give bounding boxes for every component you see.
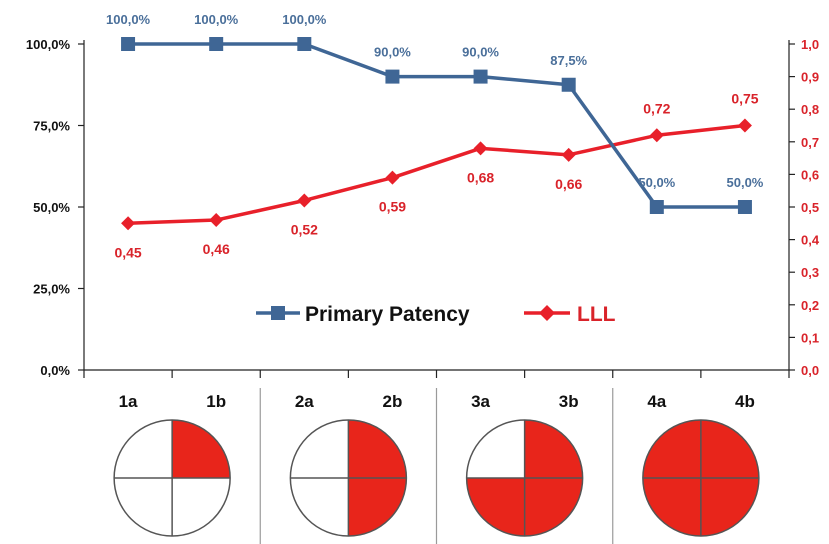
primary-patency-point xyxy=(561,77,576,92)
right-tick-label: 1,0 xyxy=(801,37,819,52)
legend-primary-patency-marker xyxy=(271,306,285,320)
primary-patency-data-label: 100,0% xyxy=(106,12,151,27)
x-tick-label: 2b xyxy=(383,392,403,411)
right-tick-label: 0,9 xyxy=(801,70,819,85)
quadrant-diagram-2 xyxy=(289,419,408,537)
right-tick-label: 0,0 xyxy=(801,363,819,378)
quadrant-filled xyxy=(700,420,759,478)
primary-patency-data-label: 50,0% xyxy=(727,175,764,190)
lll-point xyxy=(561,147,576,162)
left-tick-label: 100,0% xyxy=(26,37,71,52)
quadrant-filled xyxy=(642,420,701,478)
lll-point xyxy=(473,141,488,156)
quadrant-filled xyxy=(524,478,583,536)
primary-patency-data-label: 87,5% xyxy=(550,53,587,68)
quadrant-diagram-1 xyxy=(113,419,231,537)
lll-data-label: 0,46 xyxy=(203,241,230,257)
x-tick-label: 3a xyxy=(471,392,490,411)
quadrant-diagram-3 xyxy=(465,419,584,537)
x-tick-label: 2a xyxy=(295,392,314,411)
primary-patency-point xyxy=(209,37,224,51)
right-tick-label: 0,6 xyxy=(801,167,819,182)
primary-patency-point xyxy=(121,37,136,51)
lll-point xyxy=(209,213,224,228)
lll-data-label: 0,68 xyxy=(467,169,494,185)
lll-point xyxy=(121,216,136,231)
primary-patency-point xyxy=(473,69,488,84)
lll-data-label: 0,66 xyxy=(555,176,582,192)
left-tick-label: 0,0% xyxy=(40,363,70,378)
primary-patency-series-line xyxy=(128,42,745,209)
right-tick-label: 0,3 xyxy=(801,265,819,280)
primary-patency-data-label: 100,0% xyxy=(282,12,327,27)
right-tick-label: 0,1 xyxy=(801,330,819,345)
quadrant-filled xyxy=(348,420,407,478)
quadrant-diagram-4 xyxy=(642,419,760,537)
left-tick-label: 25,0% xyxy=(33,282,70,297)
quadrant-filled xyxy=(172,420,231,478)
left-tick-label: 50,0% xyxy=(33,200,70,215)
x-tick-label: 3b xyxy=(559,392,579,411)
x-tick-label: 1a xyxy=(119,392,138,411)
quadrant-filled xyxy=(524,420,583,478)
lll-point xyxy=(649,128,664,143)
lll-data-label: 0,52 xyxy=(291,221,318,237)
quadrant-filled xyxy=(700,478,759,536)
legend-primary-patency-label: Primary Patency xyxy=(305,303,470,326)
primary-patency-data-label: 50,0% xyxy=(638,175,675,190)
right-tick-label: 0,8 xyxy=(801,102,819,117)
lll-point xyxy=(297,193,312,208)
lll-data-label: 0,45 xyxy=(114,244,141,260)
legend-lll-label: LLL xyxy=(577,303,616,326)
lll-data-label: 0,72 xyxy=(643,100,670,116)
lll-point xyxy=(737,118,752,133)
lll-point xyxy=(385,170,400,185)
primary-patency-data-label: 90,0% xyxy=(462,45,499,60)
primary-patency-data-label: 90,0% xyxy=(374,45,411,60)
quadrant-filled xyxy=(348,478,407,536)
x-tick-label: 1b xyxy=(206,392,226,411)
quadrant-filled xyxy=(642,478,701,536)
quadrant-filled xyxy=(466,478,525,536)
x-tick-label: 4a xyxy=(647,392,666,411)
right-tick-label: 0,5 xyxy=(801,200,819,215)
x-tick-label: 4b xyxy=(735,392,755,411)
left-tick-label: 75,0% xyxy=(33,119,70,134)
primary-patency-point xyxy=(649,200,664,214)
legend-lll-marker xyxy=(539,305,555,321)
primary-patency-data-label: 100,0% xyxy=(194,12,239,27)
lll-data-label: 0,59 xyxy=(379,199,406,215)
right-tick-label: 0,7 xyxy=(801,135,819,150)
primary-patency-point xyxy=(385,69,400,84)
right-tick-label: 0,2 xyxy=(801,298,819,313)
lll-series-line xyxy=(127,123,746,226)
right-tick-label: 0,4 xyxy=(801,233,820,248)
lll-data-label: 0,75 xyxy=(731,91,758,107)
primary-patency-point xyxy=(297,37,312,51)
primary-patency-point xyxy=(737,200,752,214)
